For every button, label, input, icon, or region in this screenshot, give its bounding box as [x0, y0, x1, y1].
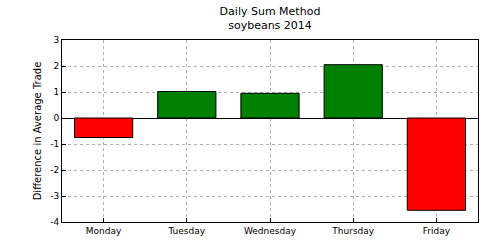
svg-text:Daily Sum Methodsoybeans 2014: Daily Sum Methodsoybeans 2014 [220, 5, 321, 32]
svg-text:1: 1 [53, 87, 59, 97]
svg-text:-4: -4 [50, 217, 59, 227]
svg-text:-2: -2 [50, 165, 59, 175]
svg-text:0: 0 [53, 113, 59, 123]
svg-text:-1: -1 [50, 139, 59, 149]
svg-text:Friday: Friday [423, 226, 451, 236]
svg-text:Difference in Average Trade: Difference in Average Trade [32, 62, 43, 201]
svg-text:Wednesday: Wednesday [244, 226, 297, 236]
svg-text:Monday: Monday [86, 226, 122, 236]
svg-text:2: 2 [53, 61, 59, 71]
svg-text:3: 3 [53, 35, 59, 45]
svg-text:Tuesday: Tuesday [167, 226, 205, 236]
svg-text:-3: -3 [50, 191, 59, 201]
svg-text:Thursday: Thursday [331, 226, 375, 236]
